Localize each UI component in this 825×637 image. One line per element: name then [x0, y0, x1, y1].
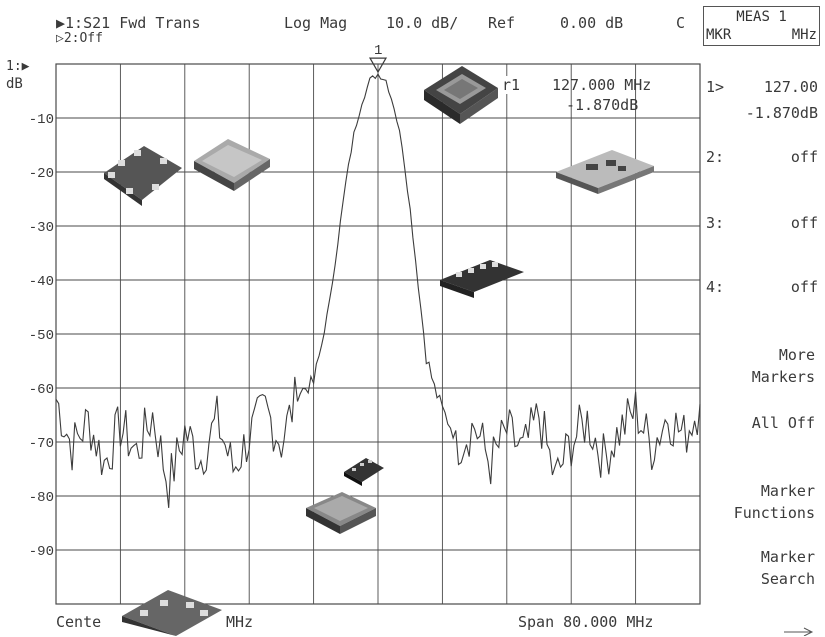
- marker-triangle-icon: [368, 57, 388, 74]
- marker-3-row[interactable]: 3: off: [706, 214, 818, 232]
- all-off-softkey[interactable]: All Off: [752, 412, 815, 434]
- module-package-icon: [556, 150, 654, 194]
- y-tick-label: -80: [29, 490, 54, 506]
- marker-1-value: -1.870dB: [745, 104, 818, 122]
- marker-1-row[interactable]: 1> 127.00: [706, 78, 818, 96]
- softkey-line: Marker: [760, 482, 815, 500]
- softkey-line: Marker: [760, 548, 815, 566]
- y-tick-label: -50: [29, 328, 54, 344]
- marker-4-label: 4:: [706, 278, 725, 296]
- marker-2-label: 2:: [706, 148, 725, 166]
- marker-1-label: 1>: [706, 78, 725, 96]
- meas-title: MEAS 1: [736, 9, 787, 25]
- y-tick-label: -70: [29, 436, 54, 452]
- more-markers-softkey[interactable]: More Markers: [752, 344, 815, 388]
- filter-chip-icon: [440, 260, 524, 298]
- meas-box[interactable]: MEAS 1 MKR MHz: [703, 6, 820, 46]
- marker-readout-freq: 127.000 MHz: [552, 76, 652, 94]
- ceramic-package-icon: [306, 492, 376, 534]
- softkey-line: Markers: [751, 368, 815, 386]
- crystal-package-icon: [104, 146, 182, 206]
- marker-readout-value: -1.870dB: [566, 96, 639, 114]
- softkey-line: Search: [760, 570, 815, 588]
- scale-label: 10.0 dB/: [386, 14, 459, 32]
- small-chip-icon: [344, 458, 384, 486]
- center-label: Cente: [56, 613, 102, 631]
- marker-3-label: 3:: [706, 214, 725, 232]
- marker-2-row[interactable]: 2: off: [706, 148, 818, 166]
- s21-trace: [55, 73, 701, 508]
- marker-search-softkey[interactable]: Marker Search: [761, 546, 815, 590]
- y-tick-label: -60: [29, 382, 54, 398]
- marker-2-value: off: [790, 148, 818, 166]
- oscillator-package-icon: [194, 139, 270, 191]
- saw-filter-package-icon: [424, 66, 498, 124]
- next-arrow-icon[interactable]: [782, 626, 816, 636]
- trace2-label: ▷2:Off: [56, 31, 103, 46]
- marker-4-row[interactable]: 4: off: [706, 278, 818, 296]
- marker-number: 1: [374, 43, 382, 59]
- ref-value: 0.00 dB: [560, 14, 624, 32]
- softkey-line: All Off: [751, 414, 815, 432]
- marker-4-value: off: [790, 278, 818, 296]
- softkey-line: More: [778, 346, 815, 364]
- center-unit: MHz: [226, 613, 254, 631]
- cal-flag: C: [676, 14, 686, 32]
- y-tick-label: -10: [29, 112, 54, 128]
- format-label: Log Mag: [284, 14, 348, 32]
- y-tick-label: -30: [29, 220, 54, 236]
- meas-right: MHz: [791, 27, 817, 43]
- y-tick-label: -20: [29, 166, 54, 182]
- softkey-line: Functions: [733, 504, 815, 522]
- large-package-icon: [122, 590, 222, 636]
- ref-marker: 1:▶: [6, 59, 30, 74]
- marker-functions-softkey[interactable]: Marker Functions: [734, 480, 815, 524]
- span-label: Span 80.000 MHz: [518, 613, 654, 631]
- y-tick-label: -40: [29, 274, 54, 290]
- trace1-label: ▶1:S21 Fwd Trans: [56, 14, 201, 32]
- meas-left: MKR: [706, 27, 732, 43]
- unit-label: dB: [6, 76, 23, 92]
- ref-label: Ref: [488, 14, 516, 32]
- marker-readout-label: r1: [502, 76, 521, 94]
- marker-1-freq: 127.00: [763, 78, 818, 96]
- marker-3-value: off: [790, 214, 818, 232]
- y-tick-label: -90: [29, 544, 54, 560]
